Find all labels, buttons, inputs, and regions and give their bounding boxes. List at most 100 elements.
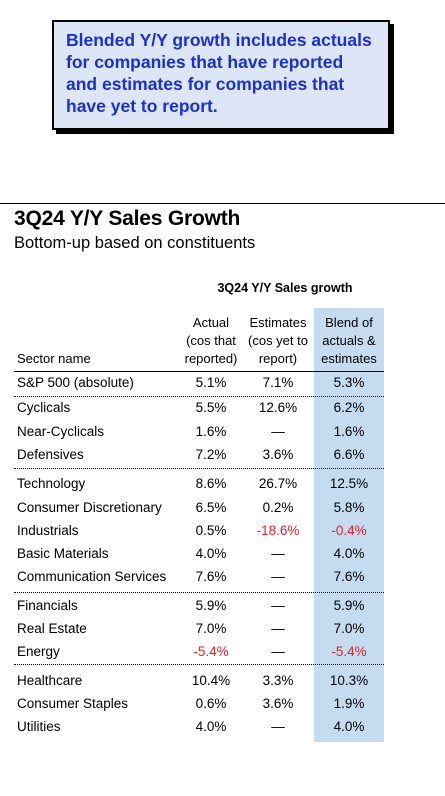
estimate-cell: 12.6% bbox=[258, 400, 298, 415]
actual-cell: 0.6% bbox=[195, 696, 227, 711]
column-header-line: actuals & bbox=[322, 333, 376, 348]
actual-cell: 5.9% bbox=[195, 598, 227, 613]
sector-name: Utilities bbox=[17, 719, 61, 734]
actual-cell: 6.5% bbox=[195, 500, 227, 515]
estimate-cell: — bbox=[271, 644, 285, 659]
actual-cell: 7.0% bbox=[195, 621, 227, 636]
sector-name-header: Sector name bbox=[17, 351, 91, 366]
estimate-cell: -18.6% bbox=[256, 523, 300, 538]
blend-cell: 4.0% bbox=[333, 719, 365, 734]
table-row: Consumer Discretionary 6.5% 0.2% 5.8% bbox=[0, 497, 445, 520]
column-header-line: estimates bbox=[321, 351, 377, 366]
blend-cell: 7.6% bbox=[333, 569, 365, 584]
column-header-line: (cos that bbox=[186, 333, 236, 348]
table-row: Communication Services 7.6% — 7.6% bbox=[0, 566, 445, 589]
estimate-cell: 3.3% bbox=[262, 673, 294, 688]
column-header-line: (cos yet to bbox=[248, 333, 308, 348]
estimate-cell: 3.6% bbox=[262, 447, 294, 462]
table-subtitle: Bottom-up based on constituents bbox=[14, 234, 256, 252]
column-header-line: report) bbox=[258, 351, 298, 366]
header-rule bbox=[14, 371, 384, 372]
sector-name: Near-Cyclicals bbox=[17, 424, 105, 439]
actual-cell: -5.4% bbox=[193, 644, 229, 659]
sector-name: Healthcare bbox=[17, 673, 83, 688]
estimate-cell: — bbox=[271, 621, 285, 636]
estimate-cell: 26.7% bbox=[258, 476, 298, 491]
actual-cell: 10.4% bbox=[191, 673, 231, 688]
blend-cell: 12.5% bbox=[329, 476, 369, 491]
estimate-cell: 3.6% bbox=[262, 696, 294, 711]
callout-note-text: Blended Y/Y growth includes actuals for … bbox=[66, 30, 372, 116]
table-row: Technology 8.6% 26.7% 12.5% bbox=[0, 473, 445, 496]
table-title: 3Q24 Y/Y Sales Growth bbox=[14, 207, 241, 230]
group-header: 3Q24 Y/Y Sales growth bbox=[217, 281, 353, 295]
sector-name: Basic Materials bbox=[17, 546, 109, 561]
sector-name: Energy bbox=[17, 644, 60, 659]
blend-cell: 4.0% bbox=[333, 546, 365, 561]
sector-name: Industrials bbox=[17, 523, 79, 538]
sector-name: Communication Services bbox=[17, 569, 167, 584]
table-row: Consumer Staples 0.6% 3.6% 1.9% bbox=[0, 693, 445, 716]
sector-name: Technology bbox=[17, 476, 86, 491]
blend-cell: 1.6% bbox=[333, 424, 365, 439]
table-row: Basic Materials 4.0% — 4.0% bbox=[0, 543, 445, 566]
blend-cell: 5.9% bbox=[333, 598, 365, 613]
column-header-blend: Blend of actuals & estimates bbox=[314, 314, 384, 368]
table-row: Energy -5.4% — -5.4% bbox=[0, 641, 445, 664]
estimate-cell: — bbox=[271, 598, 285, 613]
table-row: Utilities 4.0% — 4.0% bbox=[0, 716, 445, 739]
blend-cell: -0.4% bbox=[331, 523, 367, 538]
blend-cell: -5.4% bbox=[331, 644, 367, 659]
actual-cell: 4.0% bbox=[195, 719, 227, 734]
column-header-actual: Actual (cos that reported) bbox=[180, 314, 242, 368]
estimate-cell: 7.1% bbox=[262, 375, 294, 390]
actual-cell: 5.1% bbox=[195, 375, 227, 390]
blend-column-highlight bbox=[314, 308, 384, 742]
table-row: S&P 500 (absolute) 5.1% 7.1% 5.3% bbox=[0, 372, 445, 395]
table-row: Industrials 0.5% -18.6% -0.4% bbox=[0, 520, 445, 543]
sector-name: Consumer Staples bbox=[17, 696, 129, 711]
blend-cell: 7.0% bbox=[333, 621, 365, 636]
actual-cell: 0.5% bbox=[195, 523, 227, 538]
table-row: Near-Cyclicals 1.6% — 1.6% bbox=[0, 421, 445, 444]
group-separator bbox=[14, 396, 384, 397]
actual-cell: 1.6% bbox=[195, 424, 227, 439]
estimate-cell: — bbox=[271, 546, 285, 561]
estimate-cell: — bbox=[271, 569, 285, 584]
sector-name: S&P 500 (absolute) bbox=[17, 375, 134, 390]
blend-cell: 6.2% bbox=[333, 400, 365, 415]
group-separator bbox=[14, 664, 384, 665]
actual-cell: 8.6% bbox=[195, 476, 227, 491]
blend-cell: 10.3% bbox=[329, 673, 369, 688]
table-row: Real Estate 7.0% — 7.0% bbox=[0, 618, 445, 641]
blend-cell: 1.9% bbox=[333, 696, 365, 711]
group-separator bbox=[14, 468, 384, 469]
table-row: Healthcare 10.4% 3.3% 10.3% bbox=[0, 670, 445, 693]
actual-cell: 5.5% bbox=[195, 400, 227, 415]
actual-cell: 7.6% bbox=[195, 569, 227, 584]
group-separator bbox=[14, 592, 384, 593]
blend-cell: 6.6% bbox=[333, 447, 365, 462]
sector-name: Consumer Discretionary bbox=[17, 500, 162, 515]
column-header-line: Blend of bbox=[325, 315, 373, 330]
estimate-cell: 0.2% bbox=[262, 500, 294, 515]
column-header-line: Actual bbox=[192, 315, 230, 330]
actual-cell: 4.0% bbox=[195, 546, 227, 561]
blend-cell: 5.8% bbox=[333, 500, 365, 515]
blend-cell: 5.3% bbox=[333, 375, 365, 390]
estimate-cell: — bbox=[271, 719, 285, 734]
table-row: Cyclicals 5.5% 12.6% 6.2% bbox=[0, 397, 445, 420]
sector-name: Defensives bbox=[17, 447, 84, 462]
sector-name: Real Estate bbox=[17, 621, 87, 636]
column-header-estimates: Estimates (cos yet to report) bbox=[244, 314, 312, 368]
callout-note: Blended Y/Y growth includes actuals for … bbox=[52, 20, 390, 130]
title-rule bbox=[0, 203, 445, 204]
actual-cell: 7.2% bbox=[195, 447, 227, 462]
estimate-cell: — bbox=[271, 424, 285, 439]
sector-name: Financials bbox=[17, 598, 78, 613]
column-header-line: Estimates bbox=[249, 315, 307, 330]
sector-name: Cyclicals bbox=[17, 400, 71, 415]
table-row: Financials 5.9% — 5.9% bbox=[0, 595, 445, 618]
column-header-line: reported) bbox=[184, 351, 238, 366]
table-row: Defensives 7.2% 3.6% 6.6% bbox=[0, 444, 445, 467]
